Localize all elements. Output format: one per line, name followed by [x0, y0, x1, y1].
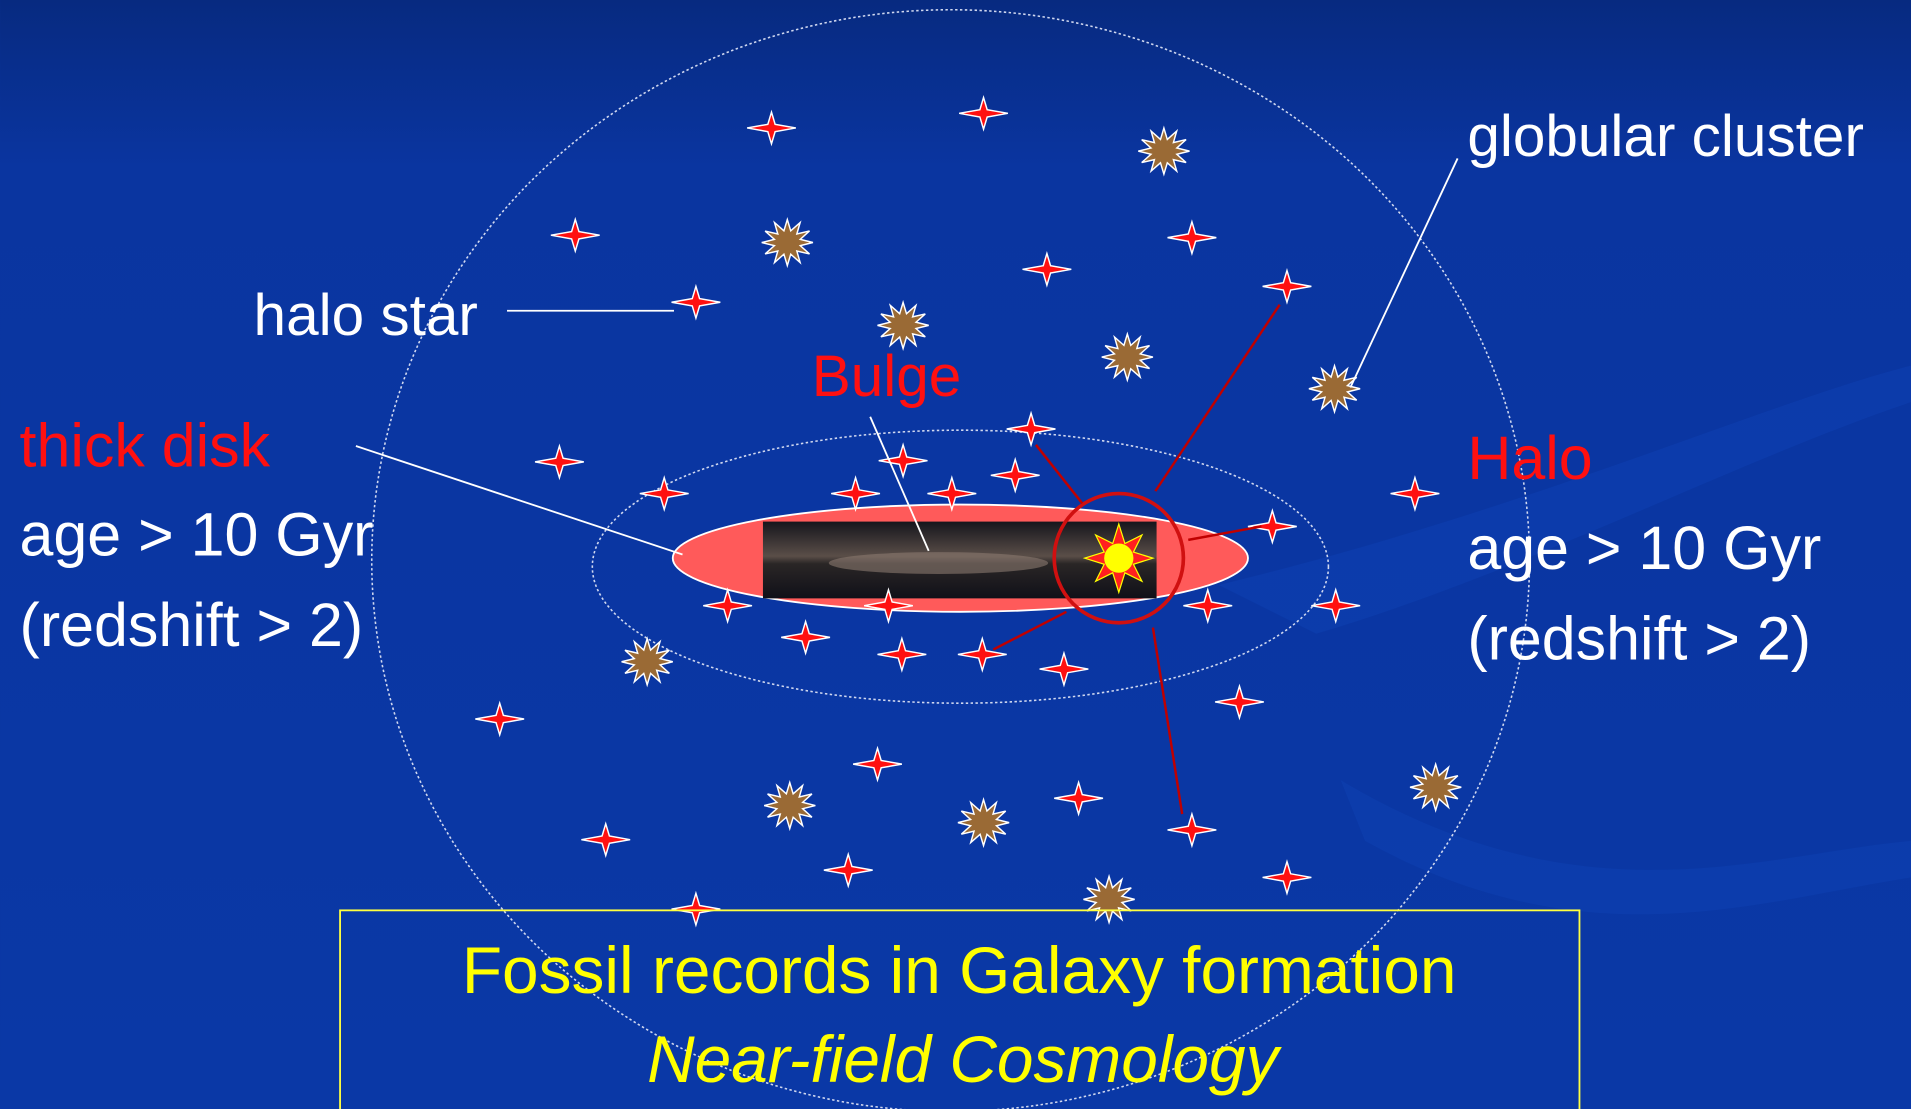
halo-star — [1022, 250, 1072, 288]
halo-star — [1167, 811, 1217, 849]
globular-cluster — [1101, 331, 1154, 383]
label-bulge: Bulge — [812, 344, 962, 409]
halo-star — [671, 283, 721, 321]
globular-cluster — [957, 797, 1010, 849]
halo-star — [781, 618, 831, 656]
label-halo-star: halo star — [254, 283, 478, 348]
caption-subtitle: Near-field Cosmology — [647, 1022, 1283, 1096]
halo-star — [1214, 683, 1264, 721]
halo-star — [957, 636, 1007, 673]
thick-disk-boundary — [591, 429, 1330, 704]
thick-disk-age: age > 10 Gyr — [20, 501, 374, 569]
halo-star — [746, 109, 796, 147]
halo-redshift: (redshift > 2) — [1467, 604, 1811, 672]
halo-star — [831, 475, 881, 512]
halo-star — [581, 821, 631, 859]
halo-star — [877, 636, 927, 673]
halo-star — [1390, 475, 1440, 512]
halo-age: age > 10 Gyr — [1467, 514, 1821, 582]
halo-star — [927, 475, 977, 512]
globular-cluster — [877, 299, 929, 351]
halo-star — [703, 587, 753, 625]
globular-cluster — [763, 779, 816, 832]
halo-star — [1167, 219, 1217, 257]
halo-star — [1039, 650, 1089, 688]
thick-disk-redshift: (redshift > 2) — [20, 591, 364, 659]
leader-lines — [355, 158, 1459, 556]
globular-cluster — [1308, 363, 1361, 415]
halo-star — [475, 700, 525, 738]
milky-way-glow — [828, 552, 1049, 574]
halo-star — [671, 890, 721, 928]
halo-star — [1054, 779, 1104, 817]
halo-star — [550, 216, 600, 254]
solar-neighborhood — [1052, 491, 1186, 625]
thick-disk-name: thick disk — [20, 412, 271, 480]
halo-star — [1183, 587, 1233, 625]
label-globular-cluster: globular cluster — [1467, 104, 1864, 169]
halo-star — [853, 745, 903, 783]
halo-star — [639, 475, 689, 512]
sun — [1082, 521, 1155, 595]
globular-cluster — [761, 216, 814, 269]
halo-star — [1006, 410, 1056, 448]
halo-star — [990, 456, 1040, 494]
halo-star — [878, 442, 928, 480]
halo-star — [863, 587, 913, 625]
halo-star — [1247, 508, 1297, 545]
caption-box — [339, 909, 1581, 1109]
halo-star — [534, 443, 584, 481]
arrows — [992, 303, 1281, 815]
globular-cluster — [1138, 125, 1190, 177]
halo-star — [1262, 859, 1312, 896]
globular-cluster — [621, 636, 673, 688]
decor-swoosh — [1340, 779, 1911, 915]
decor-swoosh — [1218, 365, 1911, 634]
halo-star — [1262, 268, 1312, 305]
stars — [475, 94, 1462, 928]
halo-star — [1311, 587, 1361, 625]
halo-star — [823, 851, 873, 889]
globular-cluster — [1409, 761, 1462, 813]
halo-star — [959, 94, 1009, 132]
halo-boundary — [371, 9, 1531, 1109]
caption-title: Fossil records in Galaxy formation — [462, 933, 1457, 1007]
halo-name: Halo — [1467, 424, 1592, 492]
globular-cluster — [1083, 873, 1135, 925]
